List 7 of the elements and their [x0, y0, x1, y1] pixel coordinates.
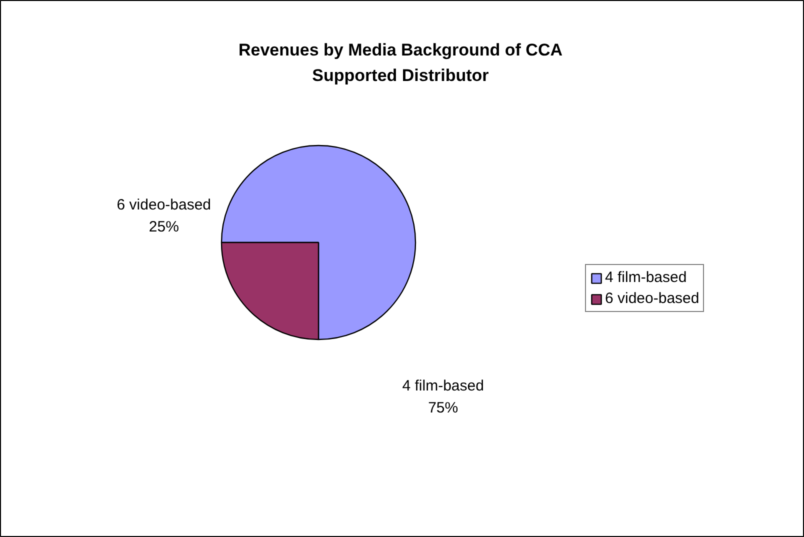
slice-label: 4 film-based: [402, 378, 484, 395]
legend-label: 6 video-based: [605, 290, 700, 307]
legend-label: 4 film-based: [605, 269, 687, 286]
chart-title: Revenues by Media Background of CCA Supported Distributor: [238, 40, 563, 86]
data-label: 75%: [428, 400, 458, 417]
slice-label: 6 video-based: [116, 196, 212, 214]
data-label: 25%: [148, 218, 179, 236]
